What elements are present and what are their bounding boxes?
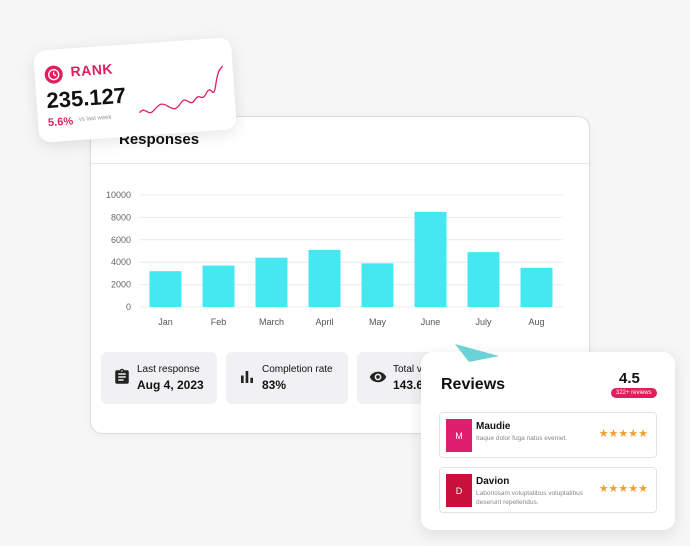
star-rating: ★★★★★ xyxy=(598,483,648,495)
responses-bar-chart: 0 2000 4000 6000 8000 10000 Jan Feb March April Ma… xyxy=(106,190,563,327)
avatar: D xyxy=(446,474,472,507)
y-tick-label: 2000 xyxy=(111,280,131,290)
reviewer-name: Maudie xyxy=(476,421,511,432)
bar xyxy=(467,252,500,307)
responses-card: Responses 0 2000 4000 6000 8000 10000 Jan Feb Ma… xyxy=(90,116,590,434)
x-tick-label: Aug xyxy=(528,317,544,327)
reviewer-name: Davion xyxy=(476,476,510,487)
review-text: Laboriosam voluptatibus voluptatibus des… xyxy=(476,490,583,506)
x-tick-label: April xyxy=(315,317,333,327)
eye-icon xyxy=(369,371,387,383)
review-item[interactable]: M Maudie Itaque dolor fuga natus eveniet… xyxy=(439,412,657,458)
x-tick-label: Jan xyxy=(158,317,173,327)
y-tick-label: 8000 xyxy=(111,212,131,222)
reviews-card: Reviews 4.5 322+ reviews M Maudie Itaque… xyxy=(421,344,675,530)
x-tick-label: March xyxy=(259,317,284,327)
bar xyxy=(361,263,394,307)
avatar: M xyxy=(446,419,472,452)
divider xyxy=(91,163,589,164)
bar xyxy=(149,271,182,307)
bar xyxy=(520,267,553,307)
stat-value: 83% xyxy=(262,378,287,392)
reviews-title: Reviews xyxy=(441,376,506,393)
bar-chart-icon xyxy=(241,371,253,383)
stat-value: Aug 4, 2023 xyxy=(137,378,204,392)
stat-label: Total vi xyxy=(393,364,425,375)
y-tick-label: 4000 xyxy=(111,257,131,267)
rank-sparkline xyxy=(139,65,224,114)
bar xyxy=(202,265,235,307)
stat-last-response: Last response Aug 4, 2023 xyxy=(101,352,217,404)
rank-title: RANK xyxy=(69,60,114,80)
bar xyxy=(414,211,447,307)
rank-value: 235.127 xyxy=(45,82,127,114)
star-rating: ★★★★★ xyxy=(598,428,648,440)
stat-label: Completion rate xyxy=(262,364,333,375)
clock-icon xyxy=(44,65,64,85)
rank-change-caption: vs last week xyxy=(78,114,112,123)
review-text: Itaque dolor fuga natus eveniet. xyxy=(476,435,568,442)
x-tick-label: July xyxy=(475,317,492,327)
rank-change: 5.6% xyxy=(47,115,74,130)
stat-label: Last response xyxy=(137,364,200,375)
x-tick-label: June xyxy=(421,317,441,327)
stat-value: 143.6 xyxy=(393,378,424,392)
y-tick-label: 0 xyxy=(126,302,131,312)
bar xyxy=(308,249,341,307)
reviews-score: 4.5 xyxy=(619,370,640,387)
reviews-count-badge: 322+ reviews xyxy=(611,388,657,398)
pointer-arrow xyxy=(455,344,499,362)
bar xyxy=(255,257,288,307)
y-tick-label: 6000 xyxy=(111,235,131,245)
clipboard-icon xyxy=(115,368,129,384)
stat-completion-rate: Completion rate 83% xyxy=(226,352,348,404)
y-tick-label: 10000 xyxy=(106,190,131,200)
x-tick-label: Feb xyxy=(211,317,227,327)
x-tick-label: May xyxy=(369,317,387,327)
rank-card: RANK 235.127 5.6% vs last week xyxy=(33,37,237,143)
review-item[interactable]: D Davion Laboriosam voluptatibus volupta… xyxy=(439,467,657,513)
